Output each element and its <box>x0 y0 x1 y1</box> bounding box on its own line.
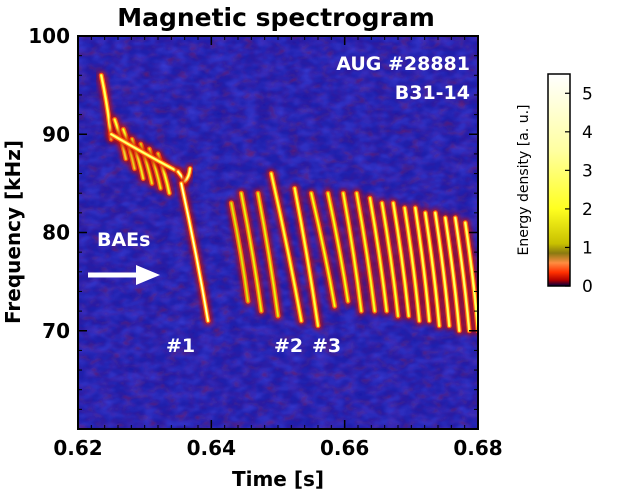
x-axis-label: Time [s] <box>232 467 324 491</box>
burst-29 <box>450 213 474 336</box>
burst-peak <box>414 207 430 322</box>
y-tick-label-90: 90 <box>42 122 70 146</box>
burst-peak <box>257 192 279 317</box>
colorbar-ticks: 0 1 2 3 4 5 <box>565 84 593 297</box>
burst-19 <box>338 188 366 316</box>
colorbar-tick-label-1: 1 <box>582 238 593 258</box>
colorbar-tick-label-0: 0 <box>582 277 593 297</box>
burst-peak <box>180 182 209 322</box>
minor-ticks <box>77 35 479 430</box>
burst-27 <box>430 208 454 331</box>
arrow-icon <box>88 265 160 285</box>
x-tick-label-0.66: 0.66 <box>320 436 369 460</box>
burst-peak <box>310 192 336 307</box>
burst-peak <box>270 172 302 322</box>
burst-13 <box>236 188 266 316</box>
burst-peak <box>454 217 470 332</box>
burst-traces <box>96 70 478 336</box>
x-tick-label-0.62: 0.62 <box>53 436 102 460</box>
burst-peak <box>434 212 450 327</box>
burst-peak <box>294 187 319 327</box>
burst-3-label: #3 <box>312 335 341 357</box>
colorbar-frame <box>547 73 571 287</box>
burst-peak <box>444 217 460 332</box>
y-tick-label-80: 80 <box>42 221 70 245</box>
y-axis-label: Frequency [kHz] <box>1 140 25 324</box>
burst-23 <box>388 198 414 321</box>
burst-peak <box>369 197 388 312</box>
burst-17 <box>306 188 340 311</box>
burst-peak <box>356 192 376 312</box>
burst-24 <box>400 203 424 326</box>
burst-20 <box>352 188 380 316</box>
x-tick-label-0.68: 0.68 <box>453 436 502 460</box>
spectrogram-plot <box>78 36 478 429</box>
x-tick-label-0.64: 0.64 <box>187 436 236 460</box>
burst-21 <box>365 193 392 316</box>
burst-peak <box>240 192 262 312</box>
chart-title: Magnetic spectrogram <box>117 3 435 32</box>
burst-peak <box>184 168 191 182</box>
coil-annotation: B31-14 <box>395 82 470 104</box>
colorbar-label: Energy density [a. u.] <box>516 105 532 256</box>
colorbar: 0 1 2 3 4 5 Energy density [a. u.] <box>516 73 593 297</box>
y-tick-label-70: 70 <box>42 319 70 343</box>
burst-peak <box>110 133 179 173</box>
burst-8 <box>106 129 183 177</box>
burst-10 <box>180 164 195 186</box>
burst-28 <box>440 213 464 336</box>
burst-12 <box>226 198 253 306</box>
burst-22 <box>377 198 403 321</box>
burst-peak <box>230 202 249 302</box>
shot-annotation: AUG #28881 <box>336 53 470 75</box>
burst-peak <box>424 212 440 327</box>
burst-15 <box>266 169 306 326</box>
burst-16 <box>290 183 323 331</box>
burst-2-label: #2 <box>274 335 303 357</box>
colorbar-tick-label-2: 2 <box>582 200 593 220</box>
burst-peak <box>342 192 362 312</box>
bae-label: BAEs <box>97 229 150 251</box>
colorbar-tick-label-4: 4 <box>582 123 593 143</box>
burst-25 <box>410 203 434 326</box>
burst-peak <box>392 202 410 317</box>
burst-peak <box>381 202 399 317</box>
burst-1-label: #1 <box>166 335 195 357</box>
burst-18 <box>323 188 353 306</box>
colorbar-gradient <box>548 74 570 286</box>
burst-14 <box>253 188 283 321</box>
major-ticks: 0.62 0.64 0.66 0.68 70 80 90 100 <box>28 24 502 460</box>
y-tick-label-100: 100 <box>28 24 70 48</box>
burst-peak <box>404 207 420 322</box>
burst-11 <box>176 178 213 326</box>
burst-26 <box>420 208 444 331</box>
burst-peak <box>327 192 349 302</box>
colorbar-tick-label-3: 3 <box>582 161 593 181</box>
colorbar-tick-label-5: 5 <box>582 84 593 104</box>
